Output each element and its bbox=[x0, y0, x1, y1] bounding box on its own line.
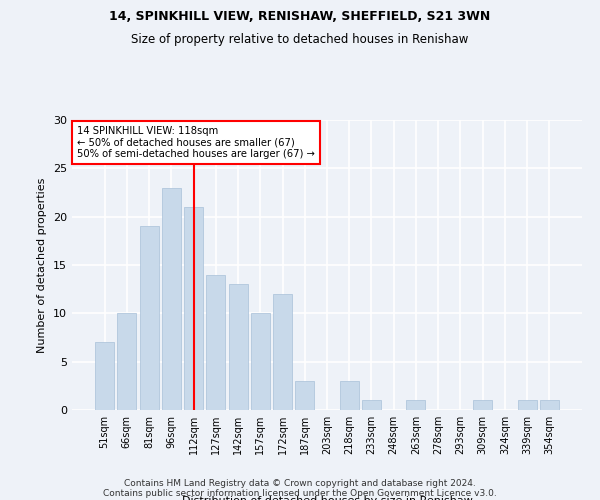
Bar bbox=[540, 400, 559, 410]
Bar bbox=[518, 400, 536, 410]
Text: Contains HM Land Registry data © Crown copyright and database right 2024.: Contains HM Land Registry data © Crown c… bbox=[124, 478, 476, 488]
Bar bbox=[95, 342, 114, 410]
Bar bbox=[473, 400, 492, 410]
Text: 14 SPINKHILL VIEW: 118sqm
← 50% of detached houses are smaller (67)
50% of semi-: 14 SPINKHILL VIEW: 118sqm ← 50% of detac… bbox=[77, 126, 315, 159]
Y-axis label: Number of detached properties: Number of detached properties bbox=[37, 178, 47, 352]
Bar bbox=[251, 314, 270, 410]
Bar bbox=[184, 207, 203, 410]
Bar bbox=[362, 400, 381, 410]
Bar bbox=[295, 381, 314, 410]
Bar bbox=[273, 294, 292, 410]
Text: Contains public sector information licensed under the Open Government Licence v3: Contains public sector information licen… bbox=[103, 488, 497, 498]
Bar bbox=[140, 226, 158, 410]
Bar bbox=[229, 284, 248, 410]
Text: Size of property relative to detached houses in Renishaw: Size of property relative to detached ho… bbox=[131, 32, 469, 46]
Bar bbox=[162, 188, 181, 410]
Bar bbox=[118, 314, 136, 410]
X-axis label: Distribution of detached houses by size in Renishaw: Distribution of detached houses by size … bbox=[182, 496, 472, 500]
Text: 14, SPINKHILL VIEW, RENISHAW, SHEFFIELD, S21 3WN: 14, SPINKHILL VIEW, RENISHAW, SHEFFIELD,… bbox=[109, 10, 491, 23]
Bar bbox=[406, 400, 425, 410]
Bar bbox=[340, 381, 359, 410]
Bar bbox=[206, 274, 225, 410]
